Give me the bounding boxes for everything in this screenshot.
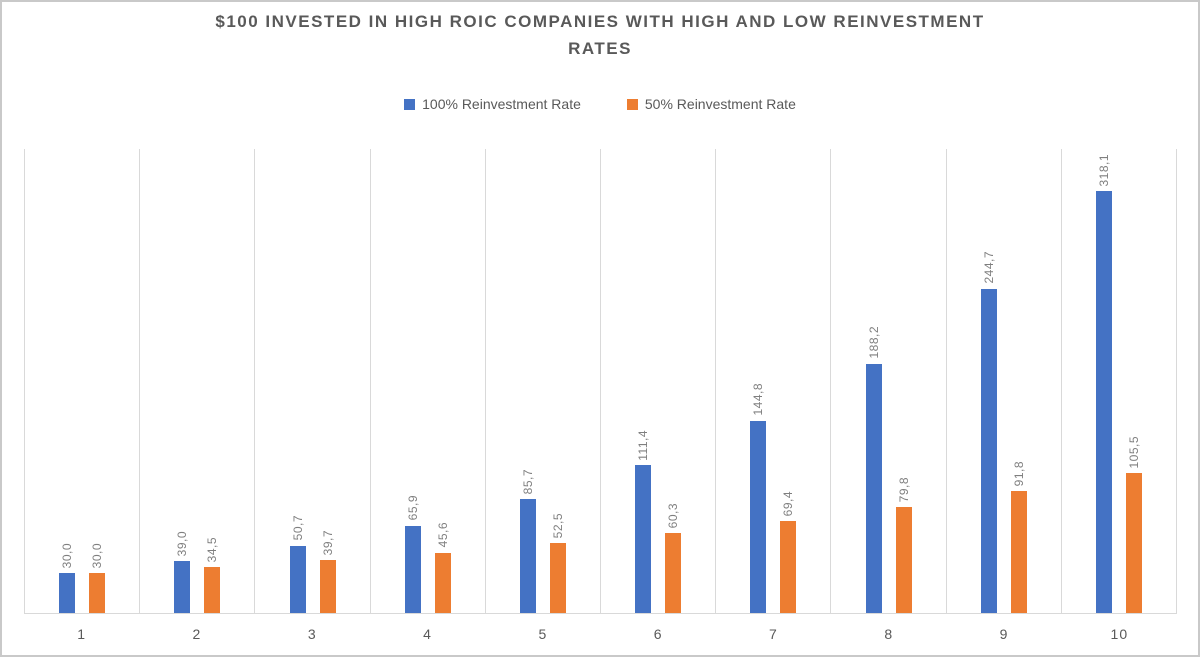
chart-title: $100 INVESTED IN HIGH ROIC COMPANIES WIT… [215, 12, 985, 58]
x-axis-label: 10 [1110, 626, 1129, 642]
data-label: 39,0 [175, 530, 190, 557]
bar-100pct-reinvestment [1095, 191, 1112, 613]
category-band-8: 188,2 79,8 [830, 149, 945, 613]
x-axis-label: 9 [999, 626, 1009, 642]
legend: 100% Reinvestment Rate 50% Reinvestment … [2, 96, 1198, 112]
bar-100pct-reinvestment [635, 465, 652, 613]
legend-item-50pct-reinvestment: 50% Reinvestment Rate [626, 96, 796, 112]
bar-100pct-reinvestment [519, 499, 536, 613]
data-label: 30,0 [60, 542, 75, 569]
bar-group: 39,0 [174, 530, 191, 613]
bar-group: 39,7 [319, 530, 336, 613]
data-label: 60,3 [666, 502, 681, 529]
bar-group: 30,0 [89, 542, 106, 613]
bar-100pct-reinvestment [404, 525, 421, 613]
data-label: 85,7 [520, 469, 535, 495]
data-label: 50,7 [290, 515, 305, 541]
bar-50pct-reinvestment [89, 573, 106, 613]
x-axis-label: 2 [192, 626, 202, 642]
data-label: 105,5 [1126, 435, 1141, 469]
data-label: 39,7 [320, 530, 335, 556]
bar-50pct-reinvestment [1010, 491, 1027, 613]
category-band-5: 85,7 52,5 [484, 149, 600, 613]
data-label: 52,5 [550, 513, 565, 539]
category-band-10: 318,1 105,5 [1060, 149, 1176, 613]
bar-group: 318,1 [1095, 153, 1112, 613]
bar-group: 85,7 [519, 469, 536, 613]
x-axis-label: 6 [653, 626, 663, 642]
bar-50pct-reinvestment [204, 567, 221, 613]
legend-swatch-orange-icon [626, 98, 638, 110]
bar-group: 30,0 [59, 542, 76, 613]
data-label: 45,6 [435, 522, 450, 548]
bar-group: 65,9 [404, 495, 421, 613]
bar-50pct-reinvestment [549, 543, 566, 613]
bar-100pct-reinvestment [59, 573, 76, 613]
data-label: 111,4 [636, 429, 651, 461]
x-axis-label: 4 [423, 626, 432, 642]
legend-swatch-blue-icon [404, 98, 416, 110]
bar-group: 188,2 [865, 325, 882, 613]
bar-50pct-reinvestment [1125, 473, 1142, 613]
bar-100pct-reinvestment [174, 561, 191, 613]
bar-group: 52,5 [549, 513, 566, 613]
category-band-1: 30,0 30,0 [24, 149, 139, 613]
data-label: 30,0 [90, 542, 105, 569]
bar-group: 91,8 [1010, 460, 1027, 613]
x-axis-label: 5 [538, 626, 548, 642]
x-axis-label: 3 [307, 626, 317, 642]
x-axis-label: 7 [769, 626, 778, 642]
bar-group: 144,8 [750, 383, 767, 613]
bar-100pct-reinvestment [289, 545, 306, 613]
bar-group: 60,3 [665, 502, 682, 613]
data-label: 244,7 [981, 251, 996, 284]
bar-group: 105,5 [1125, 435, 1142, 613]
bar-group: 45,6 [434, 522, 451, 613]
bar-group: 50,7 [289, 515, 306, 613]
data-label: 144,8 [751, 383, 766, 416]
bar-group: 111,4 [635, 429, 652, 613]
bar-50pct-reinvestment [434, 552, 451, 613]
data-label: 79,8 [896, 476, 911, 503]
x-axis-label: 1 [77, 626, 87, 642]
bar-50pct-reinvestment [780, 521, 797, 613]
data-label: 65,9 [405, 495, 420, 521]
x-axis: 1 2 3 4 5 6 7 8 9 10 [24, 614, 1177, 642]
bar-100pct-reinvestment [750, 421, 767, 613]
bar-100pct-reinvestment [980, 288, 997, 613]
bar-50pct-reinvestment [319, 560, 336, 613]
legend-label-50pct: 50% Reinvestment Rate [644, 96, 796, 112]
data-label: 69,4 [781, 490, 796, 516]
bar-100pct-reinvestment [865, 363, 882, 613]
category-band-7: 144,8 69,4 [715, 149, 830, 613]
category-band-6: 111,4 60,3 [600, 149, 715, 613]
bar-50pct-reinvestment [895, 507, 912, 613]
category-band-4: 65,9 45,6 [369, 149, 485, 613]
bar-group: 69,4 [780, 490, 797, 613]
bar-50pct-reinvestment [665, 533, 682, 613]
x-axis-label: 8 [884, 626, 894, 642]
category-band-9: 244,7 91,8 [945, 149, 1061, 613]
plot-area: 30,0 30,0 39,0 34,5 50,7 39,7 65,9 45,6 85,7 52,5… [24, 149, 1177, 614]
bar-group: 79,8 [895, 476, 912, 613]
category-band-3: 50,7 39,7 [254, 149, 369, 613]
bar-group: 34,5 [204, 536, 221, 613]
data-label: 34,5 [205, 536, 220, 563]
bar-group: 244,7 [980, 251, 997, 613]
category-band-2: 39,0 34,5 [139, 149, 254, 613]
legend-label-100pct: 100% Reinvestment Rate [422, 96, 581, 112]
data-label: 91,8 [1011, 460, 1026, 487]
legend-item-100pct-reinvestment: 100% Reinvestment Rate [404, 96, 581, 112]
data-label: 318,1 [1096, 153, 1111, 187]
data-label: 188,2 [866, 325, 881, 359]
